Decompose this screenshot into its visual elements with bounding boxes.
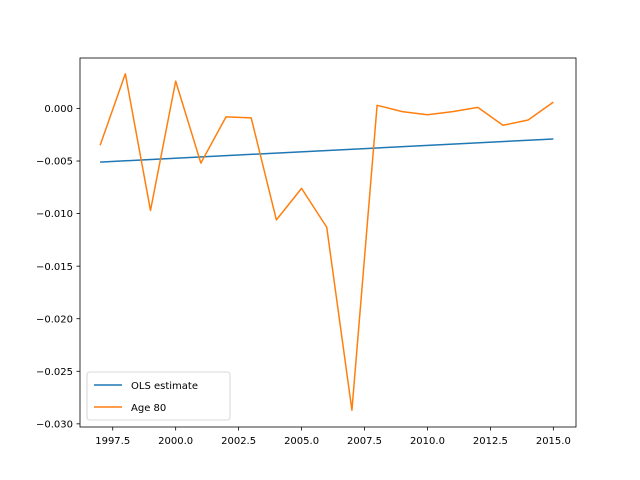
x-tick-label: 2015.0 (536, 436, 571, 447)
x-tick-label: 2012.5 (473, 436, 508, 447)
legend-label-1: Age 80 (131, 403, 166, 414)
legend: OLS estimate Age 80 (86, 371, 231, 421)
y-tick-label: −0.025 (36, 367, 73, 378)
x-tick-label: 1997.5 (95, 436, 130, 447)
x-tick-label: 2000.0 (158, 436, 193, 447)
y-axis: 0.000 −0.005 −0.010 −0.015 −0.020 −0.025 −0.03… (36, 104, 80, 430)
y-tick-label: 0.000 (44, 104, 73, 115)
y-tick-label: −0.010 (36, 209, 73, 220)
axes-frame (79, 57, 577, 428)
x-tick-label: 2005.0 (284, 436, 319, 447)
series-line-1 (99, 73, 554, 411)
x-tick-label: 2010.0 (410, 436, 445, 447)
x-tick-label: 2002.5 (221, 436, 256, 447)
series-layer (99, 73, 554, 411)
x-axis: 1997.5 2000.0 2002.5 2005.0 2007.5 2010.0 2012… (95, 427, 571, 447)
x-tick-label: 2007.5 (347, 436, 382, 447)
y-tick-label: −0.030 (36, 419, 73, 430)
series-line-0 (100, 138, 554, 163)
legend-box (86, 371, 231, 421)
y-tick-label: −0.015 (36, 262, 73, 273)
legend-label-0: OLS estimate (131, 381, 198, 392)
y-tick-label: −0.005 (36, 157, 73, 168)
y-tick-label: −0.020 (36, 314, 73, 325)
